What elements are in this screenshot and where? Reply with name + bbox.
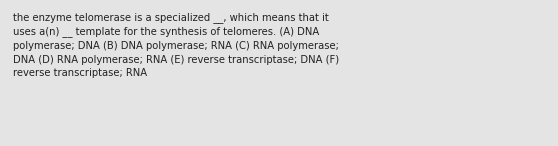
Text: the enzyme telomerase is a specialized __, which means that it
uses a(n) __ temp: the enzyme telomerase is a specialized _… [13,12,339,78]
